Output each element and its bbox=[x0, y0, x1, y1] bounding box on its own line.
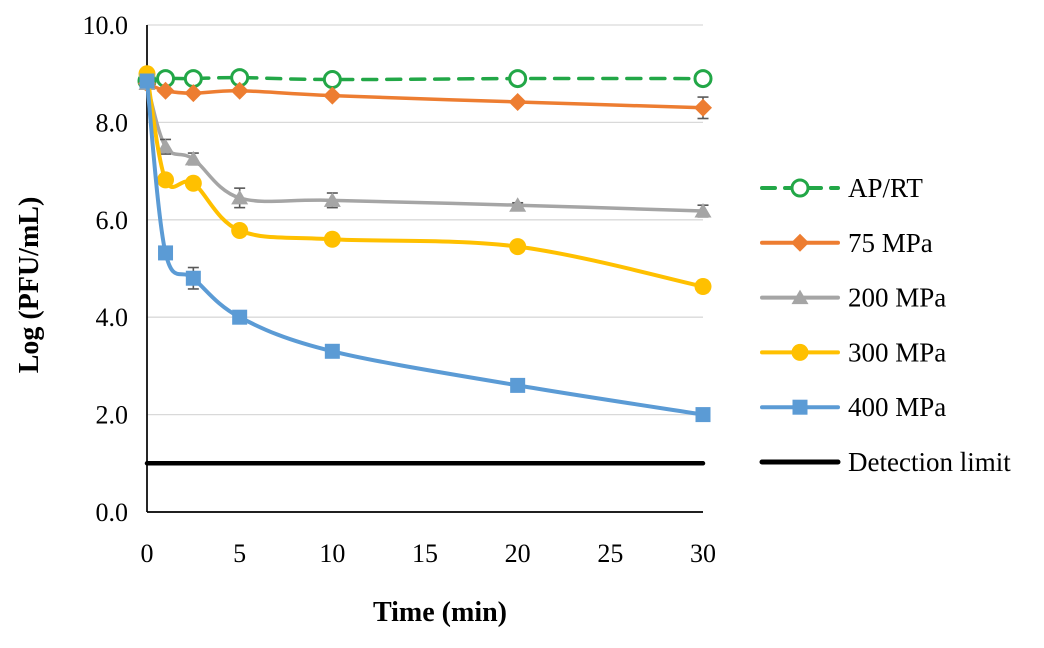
triangle-marker bbox=[694, 203, 712, 218]
x-tick-label: 20 bbox=[505, 539, 531, 568]
y-axis-title: Log (PFU/mL) bbox=[14, 197, 45, 374]
diamond-marker bbox=[230, 81, 249, 100]
series-300-mpa bbox=[138, 65, 712, 296]
circle-marker bbox=[231, 222, 249, 240]
legend-label: Detection limit bbox=[848, 447, 1011, 477]
y-tick-label: 4.0 bbox=[96, 303, 129, 332]
diamond-marker bbox=[323, 86, 342, 105]
open-circle-marker bbox=[183, 69, 203, 89]
circle-marker bbox=[323, 230, 341, 248]
series-200-mpa bbox=[138, 75, 712, 218]
legend: AP/RT 75 MPa 200 MPa 300 MPa 400 MPa Detectio… bbox=[759, 173, 1011, 477]
circle-marker bbox=[157, 171, 175, 189]
x-tick-label: 10 bbox=[319, 539, 345, 568]
diamond-marker bbox=[184, 84, 203, 103]
square-marker bbox=[139, 73, 155, 89]
gridlines bbox=[147, 24, 703, 416]
circle-marker bbox=[184, 174, 202, 192]
square-marker bbox=[792, 399, 808, 415]
x-tick-label: 0 bbox=[141, 539, 154, 568]
series-400-mpa bbox=[139, 73, 711, 423]
legend-item-75-mpa: 75 MPa bbox=[760, 228, 933, 258]
x-axis-title: Time (min) bbox=[373, 597, 507, 628]
series-line bbox=[145, 81, 705, 110]
triangle-marker bbox=[509, 197, 527, 212]
circle-marker bbox=[791, 343, 809, 361]
legend-item-ap-rt: AP/RT bbox=[760, 173, 923, 203]
square-marker bbox=[185, 270, 201, 286]
y-tick-label: 10.0 bbox=[83, 11, 129, 40]
legend-label: 300 MPa bbox=[848, 337, 946, 367]
triangle-marker bbox=[791, 289, 809, 305]
open-circle-marker bbox=[693, 69, 713, 89]
axes bbox=[146, 25, 703, 513]
triangle-marker bbox=[184, 150, 202, 166]
series-75-mpa bbox=[138, 74, 712, 120]
series-group bbox=[137, 65, 713, 466]
legend-label: AP/RT bbox=[848, 173, 923, 203]
triangle-marker bbox=[231, 189, 249, 205]
open-circle-marker bbox=[790, 178, 810, 198]
diamond-marker bbox=[791, 233, 809, 252]
legend-item-200-mpa: 200 MPa bbox=[760, 283, 946, 313]
square-marker bbox=[510, 377, 526, 393]
legend-item-detection-limit: Detection limit bbox=[759, 447, 1011, 477]
series-line bbox=[145, 79, 705, 417]
y-tick-label: 6.0 bbox=[96, 206, 129, 235]
series-ap-rt bbox=[137, 68, 713, 91]
series-line bbox=[145, 81, 705, 213]
circle-marker bbox=[509, 238, 527, 256]
diamond-marker bbox=[508, 92, 527, 111]
x-tick-label: 5 bbox=[233, 539, 246, 568]
triangle-marker bbox=[157, 138, 175, 154]
x-tick-label: 15 bbox=[412, 539, 438, 568]
square-marker bbox=[232, 309, 248, 325]
diamond-marker bbox=[156, 81, 175, 100]
tick-labels: 0.0 2.0 4.0 6.0 8.0 10.0 0 5 10 15 20 25 30 bbox=[83, 11, 717, 568]
x-tick-label: 30 bbox=[690, 539, 716, 568]
legend-item-300-mpa: 300 MPa bbox=[760, 337, 946, 367]
square-marker bbox=[158, 245, 174, 261]
legend-item-400-mpa: 400 MPa bbox=[760, 392, 946, 422]
y-tick-label: 0.0 bbox=[96, 498, 129, 527]
y-tick-label: 8.0 bbox=[96, 108, 129, 137]
diamond-marker bbox=[694, 98, 712, 117]
square-marker bbox=[695, 407, 711, 423]
open-circle-marker bbox=[322, 70, 342, 90]
circle-marker bbox=[694, 278, 712, 296]
square-marker bbox=[324, 343, 340, 359]
x-tick-label: 25 bbox=[597, 539, 623, 568]
y-tick-label: 2.0 bbox=[96, 401, 129, 430]
open-circle-marker bbox=[508, 69, 528, 89]
legend-label: 75 MPa bbox=[848, 228, 933, 258]
legend-label: 400 MPa bbox=[848, 392, 946, 422]
legend-label: 200 MPa bbox=[848, 283, 946, 313]
triangle-marker bbox=[323, 192, 341, 207]
